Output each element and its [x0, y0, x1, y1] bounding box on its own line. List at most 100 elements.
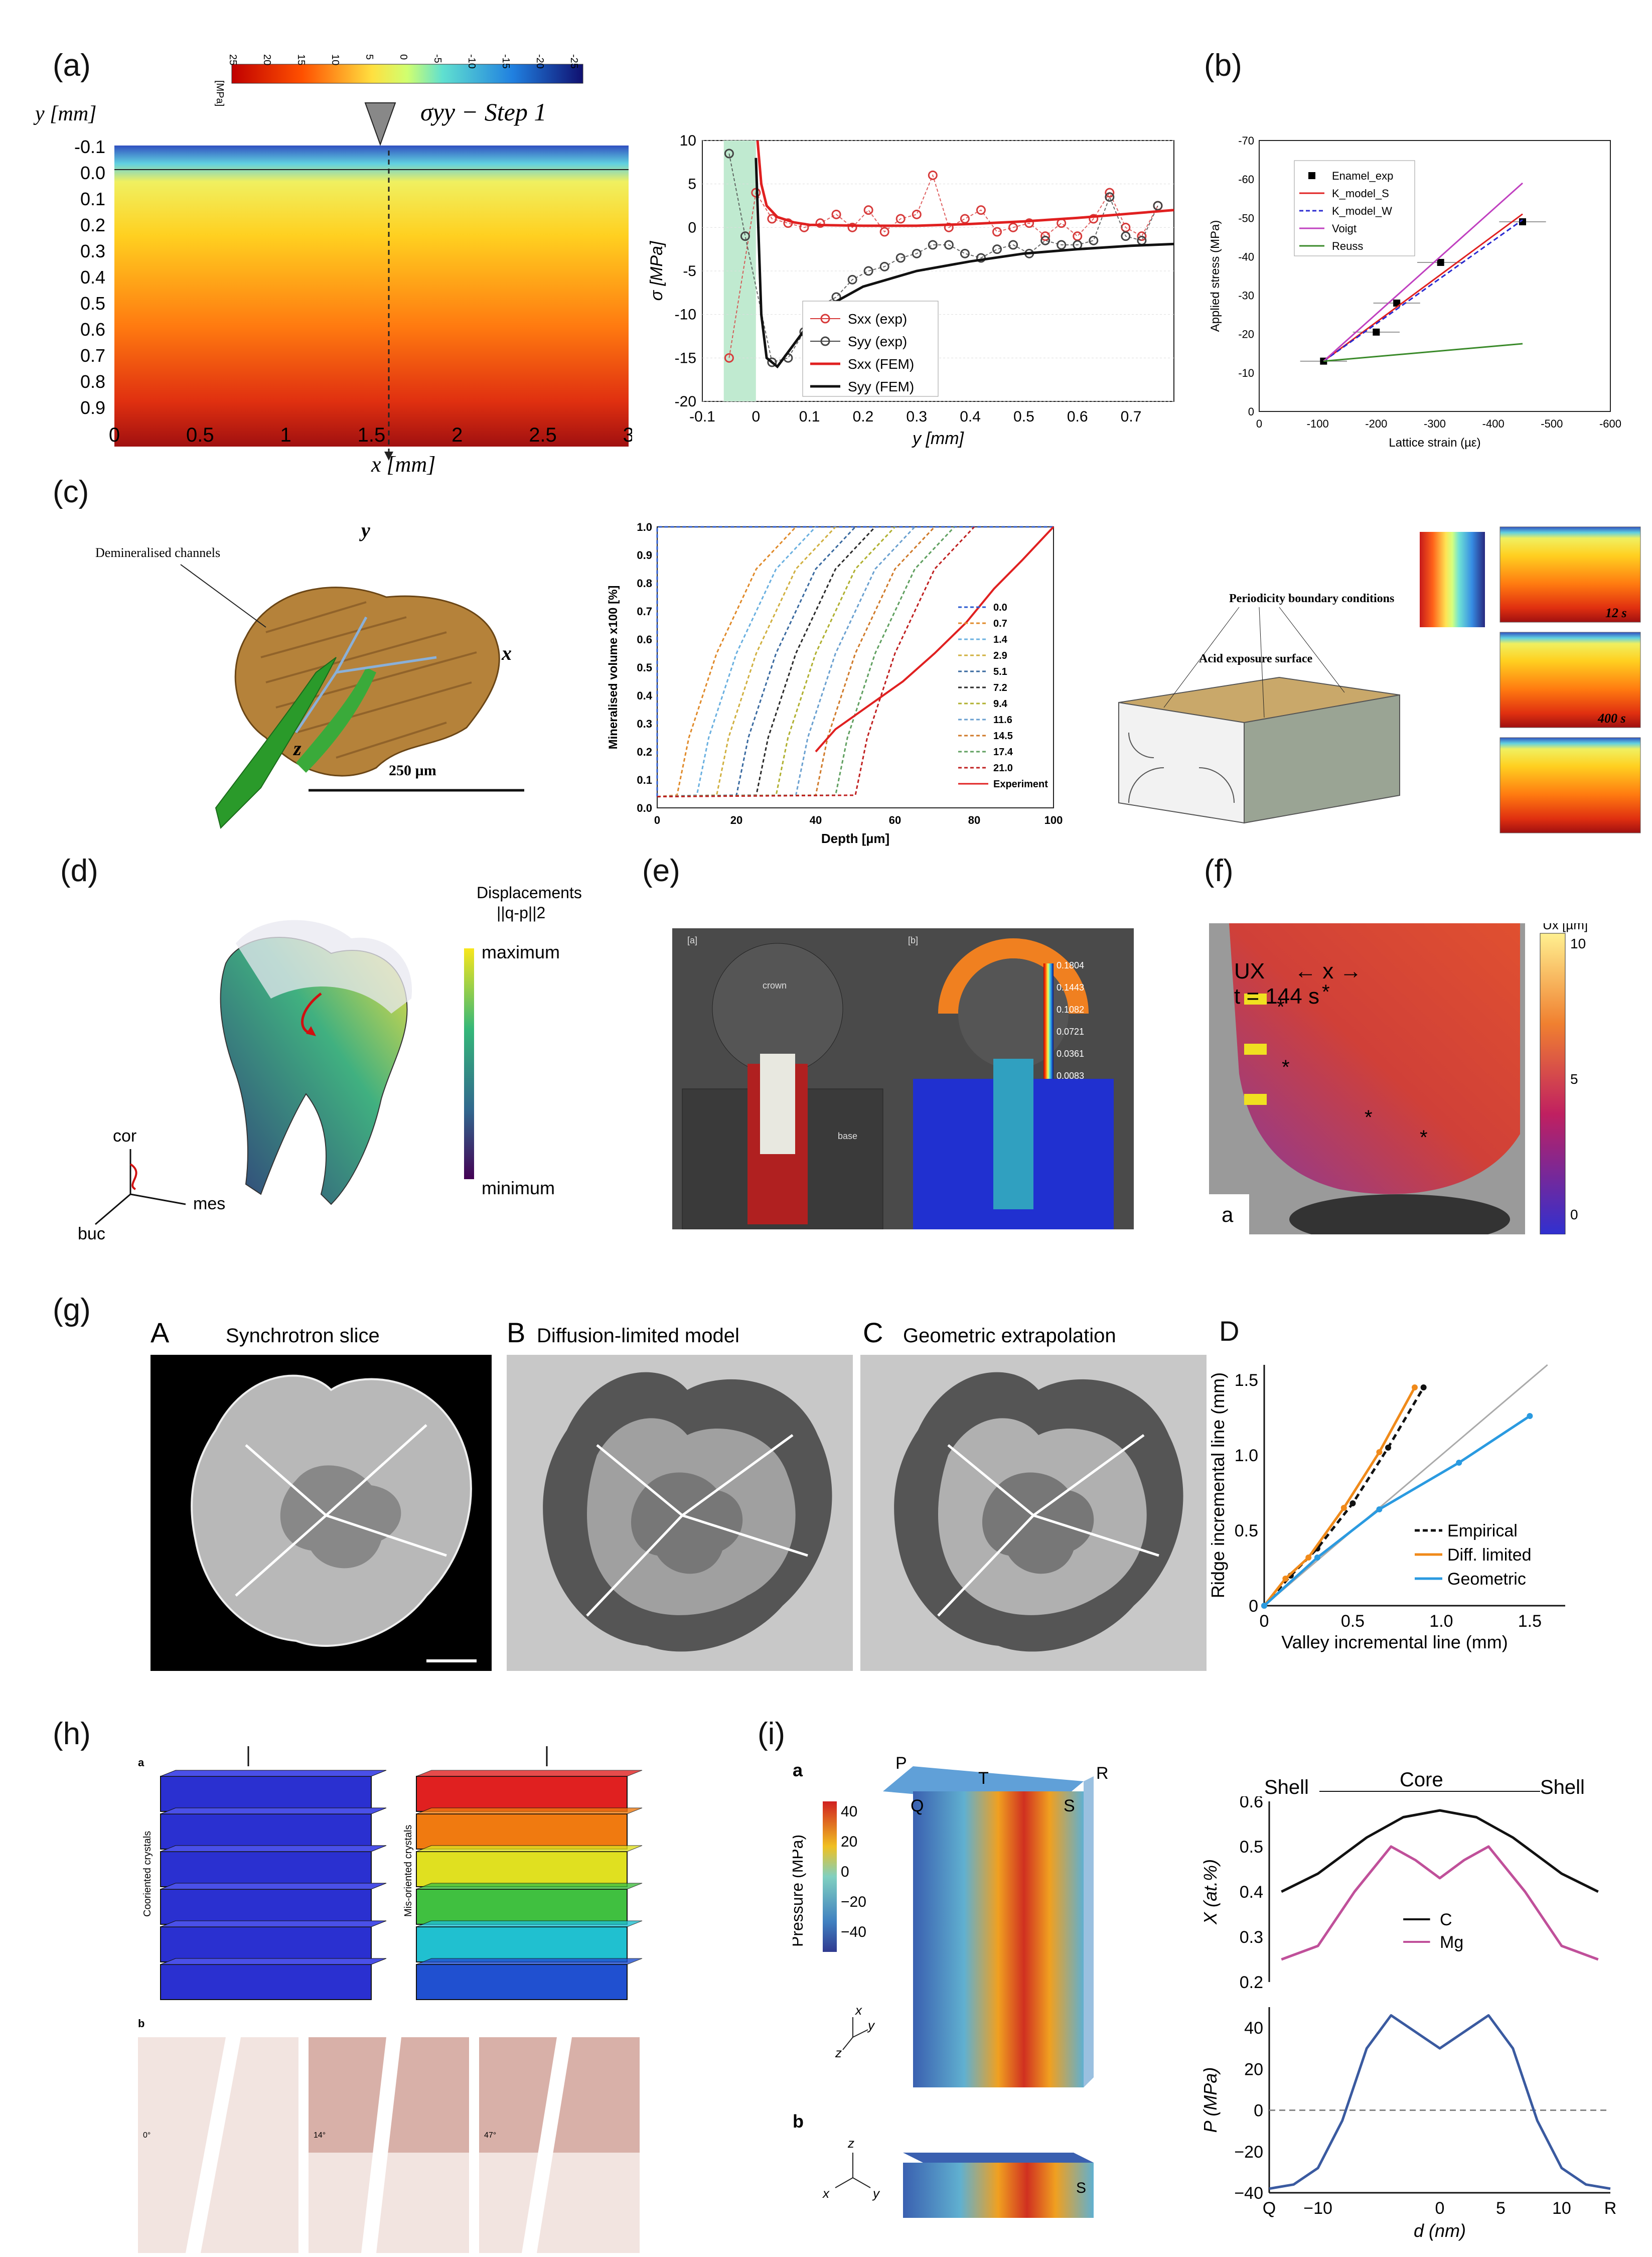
- panel-label-d: (d): [60, 854, 98, 888]
- colorbar: [231, 64, 583, 84]
- colorbar-tick: 0: [398, 54, 409, 60]
- legend-entry: Voigt: [1332, 222, 1357, 235]
- data-point: [1057, 240, 1067, 250]
- fem-line: [756, 140, 1174, 227]
- y-label: Ridge incremental line (mm): [1208, 1372, 1228, 1598]
- colorbar-tick: 5: [364, 54, 375, 60]
- data-point: [1261, 1603, 1267, 1609]
- legend-entry: Experiment: [993, 779, 1048, 790]
- x-tick: -500: [1541, 417, 1563, 430]
- legend-entry: Sxx (FEM): [848, 356, 914, 372]
- y-tick: -30: [1238, 290, 1254, 302]
- x-tick: 100: [1044, 814, 1063, 826]
- y-tick: 0.5: [637, 661, 652, 674]
- data-point: [1073, 231, 1083, 241]
- y-tick: 0.3: [1240, 1928, 1263, 1947]
- panel-c-mineralised-volume-chart: 0.0 0.1 0.2 0.3 0.4 0.5 0.6 0.7 0.8 0.9 1.0 0 20 40 60…: [607, 521, 1063, 846]
- data-point: [1340, 1505, 1347, 1511]
- y-tick: -20: [675, 393, 696, 410]
- crystal-block: [160, 1926, 372, 1962]
- colorbar-value: 0.1443: [1057, 982, 1084, 993]
- svg-text:R: R: [1096, 1764, 1109, 1783]
- crystal-block: [416, 1776, 628, 1812]
- crystal-block: [416, 1813, 628, 1850]
- legend-entry: C: [1440, 1910, 1452, 1929]
- data-point: [1519, 218, 1526, 225]
- x-tick: 2: [452, 424, 463, 446]
- data-point: [863, 205, 873, 215]
- y-tick: -5: [683, 263, 696, 279]
- legend-entry: K_model_S: [1332, 187, 1389, 200]
- svg-text:Shell: Shell: [1264, 1776, 1309, 1798]
- series-line: [1269, 2014, 1611, 2190]
- data-point: [928, 240, 938, 250]
- plot-frame: [1259, 140, 1611, 412]
- svg-text:z: z: [835, 2045, 842, 2060]
- bc-label: Periodicity boundary conditions: [1229, 592, 1394, 605]
- crystal-block: [160, 1964, 372, 2000]
- svg-text:t = 144 s: t = 144 s: [1234, 984, 1319, 1009]
- y-tick: 0.4: [1240, 1883, 1263, 1902]
- svg-text:P: P: [895, 1756, 907, 1773]
- ux-colorbar: [1540, 933, 1566, 1234]
- pressure-box: [913, 1791, 1084, 2087]
- x-tick: 0.5: [1341, 1612, 1365, 1631]
- data-point: [1349, 1500, 1356, 1506]
- y-tick: 0.9: [80, 397, 105, 418]
- x-tick: -600: [1599, 417, 1621, 430]
- svg-text:Shell: Shell: [1540, 1776, 1585, 1798]
- x-tick: 20: [730, 814, 742, 826]
- svg-text:B: B: [507, 1317, 525, 1348]
- data-point: [1153, 201, 1163, 211]
- legend-entry: K_model_W: [1332, 205, 1392, 217]
- y-tick: 0.5: [1235, 1521, 1258, 1540]
- legend-entry: Syy (FEM): [848, 379, 914, 394]
- x-tick: Q: [1263, 2199, 1276, 2218]
- svg-text:a: a: [1222, 1203, 1234, 1226]
- x-tick: -0.1: [689, 408, 715, 425]
- x-tick: 3: [623, 424, 632, 446]
- pressure-tick: −20: [841, 1894, 866, 1910]
- y-tick: 0: [688, 219, 696, 236]
- data-point: [724, 149, 734, 159]
- x-tick: 80: [968, 814, 980, 826]
- y-tick: -70: [1238, 134, 1254, 147]
- svg-text:Pressure (MPa): Pressure (MPa): [793, 1835, 806, 1947]
- svg-text:47°: 47°: [484, 2131, 496, 2140]
- displacement-colorbar: [464, 948, 474, 1179]
- svg-text:← x →: ← x →: [1294, 959, 1362, 983]
- legend-entry: Geometric: [1447, 1570, 1526, 1589]
- data-point: [1089, 214, 1099, 224]
- data-point: [767, 214, 777, 224]
- x-tick: -400: [1482, 417, 1505, 430]
- data-point: [1376, 1506, 1383, 1512]
- x-label: d (nm): [1414, 2220, 1466, 2241]
- y-tick: 0.6: [1240, 1796, 1263, 1811]
- sim-final: [1499, 737, 1641, 833]
- model-curve: [657, 526, 856, 798]
- y-tick: -10: [675, 307, 696, 323]
- panel-i-models: a Pressure (MPa) 40 20 0 −20 −40 P T R Q S x…: [793, 1756, 1109, 2218]
- data-point: [879, 227, 889, 237]
- data-point: [879, 261, 889, 271]
- pressure-tick: 0: [841, 1864, 849, 1880]
- legend-entry: Empirical: [1447, 1521, 1518, 1540]
- data-point: [992, 244, 1002, 254]
- data-point: [1376, 1449, 1383, 1455]
- svg-text:y: y: [872, 2186, 880, 2201]
- svg-text:10: 10: [1570, 936, 1586, 951]
- data-point: [1040, 235, 1050, 245]
- panel-label-i: (i): [758, 1717, 786, 1751]
- x-tick: 0: [109, 424, 120, 446]
- svg-text:b: b: [793, 2111, 804, 2132]
- svg-text:A: A: [151, 1317, 170, 1348]
- colorbar-ticks: 25 20 15 10 5 0 -5 -10 -15 -20 -25: [227, 54, 579, 69]
- x-tick: 1.5: [1518, 1612, 1542, 1631]
- data-point: [1527, 1413, 1533, 1419]
- x-tick: 0.5: [1013, 408, 1034, 425]
- svg-text:Geometric extrapolation: Geometric extrapolation: [903, 1325, 1116, 1347]
- x-tick: -100: [1307, 417, 1329, 430]
- data-point: [912, 248, 922, 258]
- x-label: Valley incremental line (mm): [1281, 1632, 1508, 1652]
- svg-text:0: 0: [1570, 1207, 1578, 1222]
